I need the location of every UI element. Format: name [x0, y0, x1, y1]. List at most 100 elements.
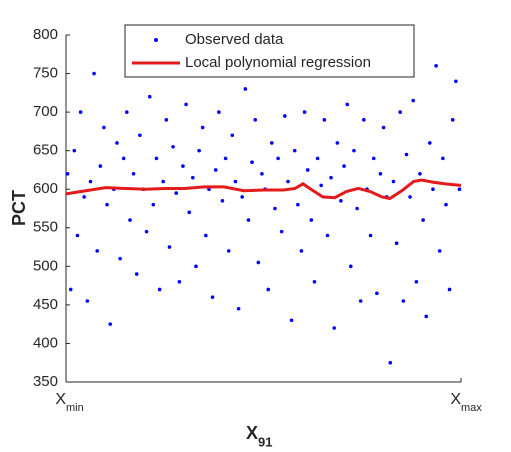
y-tick-label: 350 — [33, 373, 58, 390]
data-point — [421, 218, 425, 222]
data-point — [233, 179, 238, 184]
data-point — [371, 156, 376, 161]
y-tick-label: 800 — [33, 26, 58, 43]
data-point — [144, 229, 149, 234]
data-point — [236, 306, 241, 311]
data-point — [151, 202, 156, 207]
data-point — [68, 287, 73, 292]
data-point — [78, 110, 83, 114]
y-tick-label: 400 — [33, 334, 58, 351]
data-point — [266, 287, 271, 292]
data-point — [88, 179, 93, 184]
data-point — [226, 249, 231, 253]
data-point — [197, 148, 201, 153]
data-point — [345, 102, 350, 107]
data-point — [305, 168, 310, 172]
data-point — [322, 118, 327, 122]
data-point — [299, 249, 304, 253]
data-point — [92, 71, 96, 76]
data-point — [348, 264, 353, 269]
x-tick-label-sub: min — [66, 402, 84, 414]
data-point — [394, 241, 399, 245]
data-point — [279, 229, 284, 234]
data-point — [457, 187, 462, 192]
data-point — [441, 156, 445, 161]
data-point — [447, 287, 452, 292]
data-point — [147, 94, 152, 99]
data-point — [217, 110, 221, 114]
y-tick-label: 650 — [33, 142, 58, 159]
data-point — [296, 202, 300, 207]
data-point — [194, 264, 198, 269]
data-point — [161, 179, 165, 184]
data-point — [368, 233, 373, 238]
data-point — [230, 133, 235, 138]
data-point — [72, 148, 77, 153]
data-point — [276, 156, 280, 161]
legend-marker — [154, 38, 158, 42]
data-point — [256, 260, 261, 265]
data-point — [401, 299, 406, 303]
regression-line — [65, 178, 462, 201]
y-tick-label: 700 — [33, 103, 58, 120]
data-point — [332, 326, 337, 330]
data-point — [246, 218, 251, 222]
data-point — [283, 114, 287, 118]
data-point — [177, 279, 182, 284]
data-point — [157, 287, 162, 292]
data-point — [339, 198, 343, 203]
data-point — [408, 195, 412, 199]
data-point — [315, 156, 320, 161]
x-tick-label: X — [55, 391, 66, 408]
data-point — [240, 195, 244, 199]
y-tick-label: 550 — [33, 219, 58, 236]
data-point — [309, 218, 314, 222]
data-point — [65, 172, 70, 176]
data-point — [352, 148, 356, 153]
data-point — [190, 175, 195, 180]
data-point — [424, 314, 429, 319]
data-point — [335, 141, 340, 145]
y-tick-label: 600 — [33, 180, 58, 197]
data-point — [85, 299, 90, 303]
data-point — [329, 175, 333, 180]
data-point — [391, 179, 396, 184]
y-axis-label: PCT — [9, 190, 29, 226]
data-point — [260, 172, 264, 176]
x-tick-label-sub: max — [461, 402, 482, 414]
data-point — [125, 110, 129, 114]
legend-label: Observed data — [185, 31, 284, 48]
data-point — [418, 172, 422, 176]
data-point — [355, 206, 359, 211]
data-point — [171, 145, 175, 149]
data-point — [375, 291, 379, 296]
y-tick-label: 750 — [33, 65, 58, 82]
x-tick-label: X — [450, 391, 461, 408]
data-point — [118, 256, 122, 261]
data-point — [102, 125, 106, 130]
data-point — [223, 156, 228, 161]
y-tick-label: 500 — [33, 257, 58, 274]
data-point — [220, 198, 225, 203]
data-point — [411, 98, 416, 103]
data-point — [154, 156, 159, 161]
data-point — [325, 233, 330, 238]
data-point — [105, 202, 109, 207]
legend-box — [124, 24, 415, 78]
y-tick-label: 450 — [33, 296, 58, 313]
data-point — [358, 299, 363, 303]
data-point — [184, 102, 188, 107]
data-point — [128, 218, 132, 222]
data-point — [388, 360, 393, 365]
data-point — [414, 279, 419, 284]
data-point — [431, 187, 435, 192]
data-point — [286, 179, 290, 184]
x-axis-label: X — [246, 423, 258, 443]
data-point — [108, 322, 113, 326]
data-point — [289, 318, 294, 323]
data-point — [75, 233, 80, 238]
data-point — [437, 249, 442, 253]
data-point — [434, 64, 438, 68]
data-point — [131, 172, 136, 176]
